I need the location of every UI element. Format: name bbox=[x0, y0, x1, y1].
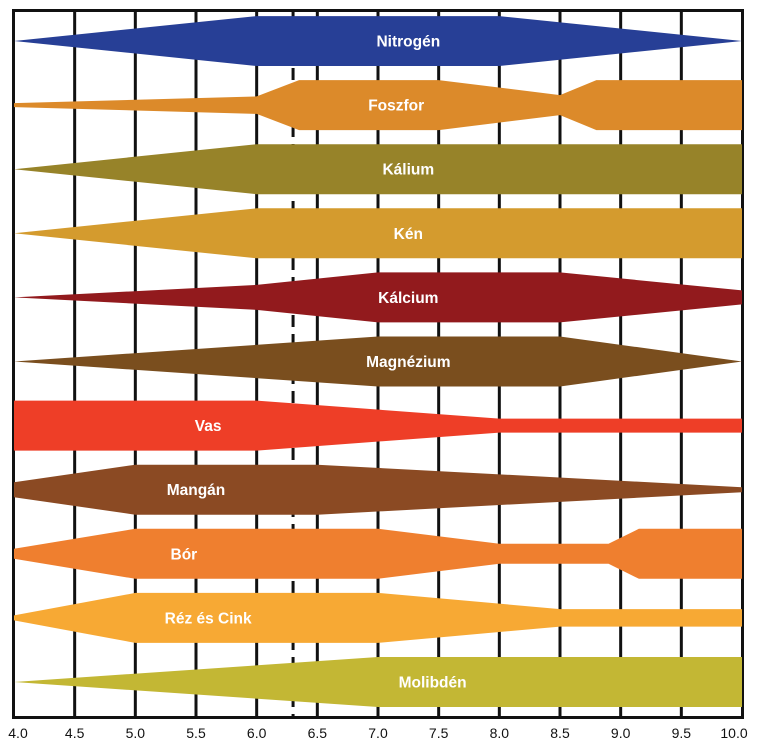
band-11 bbox=[14, 657, 742, 707]
band-7 bbox=[14, 400, 742, 451]
band-8 bbox=[14, 464, 742, 515]
band-1 bbox=[14, 16, 742, 67]
band-6 bbox=[14, 336, 742, 387]
x-tick-label-1: 4.5 bbox=[65, 725, 85, 741]
band-label-1: Nitrogén bbox=[376, 34, 440, 51]
x-tick-label-7: 7.5 bbox=[429, 725, 449, 741]
x-tick-label-12: 10.0 bbox=[720, 725, 747, 741]
x-tick-label-0: 4.0 bbox=[8, 725, 28, 741]
band-label-3: Kálium bbox=[382, 162, 434, 179]
nutrient-bands: Nitrogén Foszfor Kálium Kén Kálcium Magnézium… bbox=[14, 16, 742, 707]
band-label-11: Molibdén bbox=[399, 674, 467, 691]
band-2 bbox=[14, 80, 742, 131]
x-tick-label-6: 7.0 bbox=[368, 725, 388, 741]
band-label-6: Magnézium bbox=[366, 354, 450, 371]
band-label-4: Kén bbox=[394, 226, 423, 243]
band-label-2: Foszfor bbox=[368, 98, 424, 115]
band-label-9: Bór bbox=[171, 546, 198, 563]
x-tick-label-8: 8.0 bbox=[490, 725, 510, 741]
band-label-7: Vas bbox=[195, 418, 222, 435]
x-tick-label-5: 6.5 bbox=[308, 725, 328, 741]
band-label-10: Réz és Cink bbox=[165, 610, 252, 627]
band-3 bbox=[14, 144, 742, 195]
band-5 bbox=[14, 272, 742, 323]
x-tick-label-3: 5.5 bbox=[186, 725, 206, 741]
band-label-8: Mangán bbox=[167, 482, 226, 499]
x-tick-label-9: 8.5 bbox=[550, 725, 570, 741]
band-4 bbox=[14, 208, 742, 259]
x-tick-label-11: 9.5 bbox=[672, 725, 692, 741]
x-axis-ticks: 4.0 4.5 5.0 5.5 6.0 6.5 7.0 7.5 8.0 8.5 9.0 9.5 10.0 bbox=[8, 725, 748, 741]
band-9 bbox=[14, 528, 742, 579]
x-tick-label-4: 6.0 bbox=[247, 725, 267, 741]
x-tick-label-2: 5.0 bbox=[126, 725, 146, 741]
x-tick-label-10: 9.0 bbox=[611, 725, 631, 741]
band-label-5: Kálcium bbox=[378, 290, 438, 307]
band-10 bbox=[14, 592, 742, 643]
